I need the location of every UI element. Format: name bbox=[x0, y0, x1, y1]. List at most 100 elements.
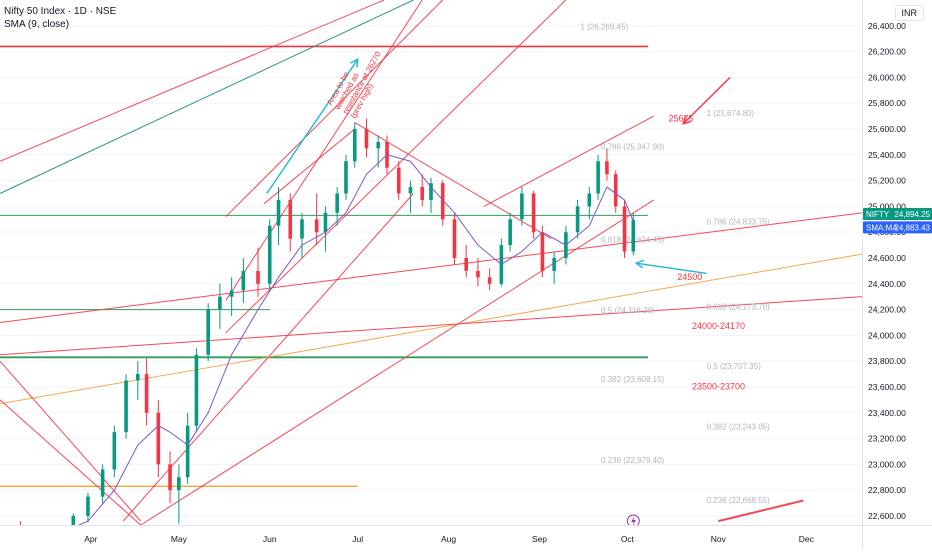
candle-body[interactable] bbox=[464, 257, 468, 271]
candle-body[interactable] bbox=[124, 380, 128, 433]
fib-level-label: 0.382 (23,243.05) bbox=[707, 423, 770, 432]
candle-body[interactable] bbox=[185, 425, 190, 478]
y-tick-label: 23,600.00 bbox=[868, 382, 906, 392]
x-tick-label: Nov bbox=[711, 534, 727, 544]
y-tick-label: 23,400.00 bbox=[868, 408, 906, 418]
y-tick-label: 23,800.00 bbox=[868, 356, 906, 366]
plot-layer: 1 (26,269.45) 0.786 (25,347.90) 0.618 (24,… bbox=[0, 0, 862, 539]
price-label-value: 24,883.43 bbox=[894, 223, 930, 232]
candle-body[interactable] bbox=[71, 515, 76, 529]
price-label-name: NIFTY bbox=[866, 210, 890, 219]
y-tick-label: 26,400.00 bbox=[868, 21, 906, 31]
candle-body[interactable] bbox=[136, 374, 140, 381]
candle-body[interactable] bbox=[177, 477, 181, 491]
candle-body[interactable] bbox=[33, 533, 37, 539]
candle-body[interactable] bbox=[631, 220, 636, 252]
trend-line[interactable] bbox=[225, 0, 444, 218]
trend-line[interactable] bbox=[225, 0, 423, 301]
candle-body[interactable] bbox=[300, 219, 304, 239]
price-label-value: 24,894.25 bbox=[894, 210, 930, 219]
trend-line[interactable] bbox=[225, 0, 567, 334]
candle-body[interactable] bbox=[276, 199, 281, 226]
y-tick-label: 25,600.00 bbox=[868, 124, 906, 134]
candle-body[interactable] bbox=[420, 187, 425, 200]
candle-body[interactable] bbox=[19, 531, 23, 539]
candle-body[interactable] bbox=[344, 161, 348, 194]
trend-line[interactable] bbox=[0, 296, 862, 356]
x-tick-label: Apr bbox=[84, 534, 97, 544]
trend-line[interactable] bbox=[0, 0, 385, 162]
chart-title: Nifty 50 Index · 1D · NSE bbox=[4, 6, 117, 17]
candle-body[interactable] bbox=[86, 496, 90, 516]
arrow-shaft[interactable] bbox=[266, 58, 359, 194]
fib-level-label: 0.236 (22,979.40) bbox=[601, 456, 664, 465]
trend-line[interactable] bbox=[0, 212, 862, 323]
candle-body[interactable] bbox=[218, 296, 222, 310]
candle-body[interactable] bbox=[168, 464, 172, 491]
candle-body[interactable] bbox=[605, 161, 609, 175]
indicator-legend: SMA (9, close) bbox=[4, 19, 70, 30]
candle-body[interactable] bbox=[476, 270, 480, 278]
candle-body[interactable] bbox=[314, 219, 319, 233]
arrow-shaft[interactable] bbox=[682, 76, 731, 125]
trend-line[interactable] bbox=[483, 115, 655, 207]
candle-body[interactable] bbox=[540, 232, 545, 271]
candle-body[interactable] bbox=[596, 161, 600, 194]
candle-body[interactable] bbox=[206, 309, 210, 355]
fib-level-label: 0.618 (24,173.70) bbox=[707, 303, 770, 312]
candle-body[interactable] bbox=[613, 174, 618, 207]
candle-body[interactable] bbox=[144, 374, 149, 413]
trend-line[interactable] bbox=[263, 128, 356, 205]
candle-body[interactable] bbox=[241, 270, 246, 291]
x-tick-label: Oct bbox=[621, 534, 635, 544]
candle-body[interactable] bbox=[622, 206, 627, 252]
candle-body[interactable] bbox=[376, 141, 381, 149]
sma-line[interactable] bbox=[9, 154, 634, 537]
candle-body[interactable] bbox=[256, 270, 260, 284]
candle-body[interactable] bbox=[156, 412, 161, 465]
trend-line[interactable] bbox=[718, 499, 804, 523]
candle-body[interactable] bbox=[508, 219, 512, 246]
candle-body[interactable] bbox=[587, 193, 592, 207]
candle-body[interactable] bbox=[48, 533, 52, 538]
price-label-box[interactable] bbox=[863, 221, 932, 234]
candle-body[interactable] bbox=[194, 354, 199, 426]
candle-body[interactable] bbox=[429, 183, 433, 200]
candle-body[interactable] bbox=[364, 128, 369, 149]
trend-line[interactable] bbox=[140, 199, 655, 525]
candle-body[interactable] bbox=[100, 469, 105, 497]
candle-body[interactable] bbox=[352, 128, 357, 162]
arrow-head bbox=[682, 115, 692, 125]
candle-body[interactable] bbox=[335, 193, 339, 213]
y-tick-label: 22,600.00 bbox=[868, 511, 906, 521]
candle-body[interactable] bbox=[408, 187, 413, 194]
y-tick-label: 23,000.00 bbox=[868, 459, 906, 469]
arrow-shaft[interactable] bbox=[636, 262, 707, 275]
trend-line[interactable] bbox=[0, 253, 862, 405]
candle-body[interactable] bbox=[288, 199, 293, 239]
price-label-box[interactable] bbox=[863, 208, 932, 221]
candle-body[interactable] bbox=[452, 219, 457, 258]
candle-body[interactable] bbox=[396, 167, 401, 194]
currency-badge[interactable]: INR bbox=[894, 5, 924, 21]
y-tick-label: 23,200.00 bbox=[868, 434, 906, 444]
candle-body[interactable] bbox=[531, 193, 536, 233]
fib-level-label: 0.5 (24,116.20) bbox=[601, 306, 655, 315]
fib-level-label: 1 (26,269.45) bbox=[581, 23, 629, 32]
candle-body[interactable] bbox=[7, 531, 11, 534]
candle-body[interactable] bbox=[487, 277, 492, 284]
candle-body[interactable] bbox=[575, 206, 580, 233]
candle-body[interactable] bbox=[267, 225, 272, 284]
candle-body[interactable] bbox=[520, 193, 524, 220]
candle-body[interactable] bbox=[112, 432, 117, 470]
trend-line[interactable] bbox=[0, 0, 414, 194]
candle-body[interactable] bbox=[552, 257, 556, 271]
candle-body[interactable] bbox=[60, 529, 64, 538]
trend-line[interactable] bbox=[0, 399, 142, 525]
candle-body[interactable] bbox=[440, 183, 445, 220]
candle-body[interactable] bbox=[229, 290, 234, 297]
trend-line[interactable] bbox=[0, 360, 142, 522]
candle-body[interactable] bbox=[323, 212, 328, 233]
